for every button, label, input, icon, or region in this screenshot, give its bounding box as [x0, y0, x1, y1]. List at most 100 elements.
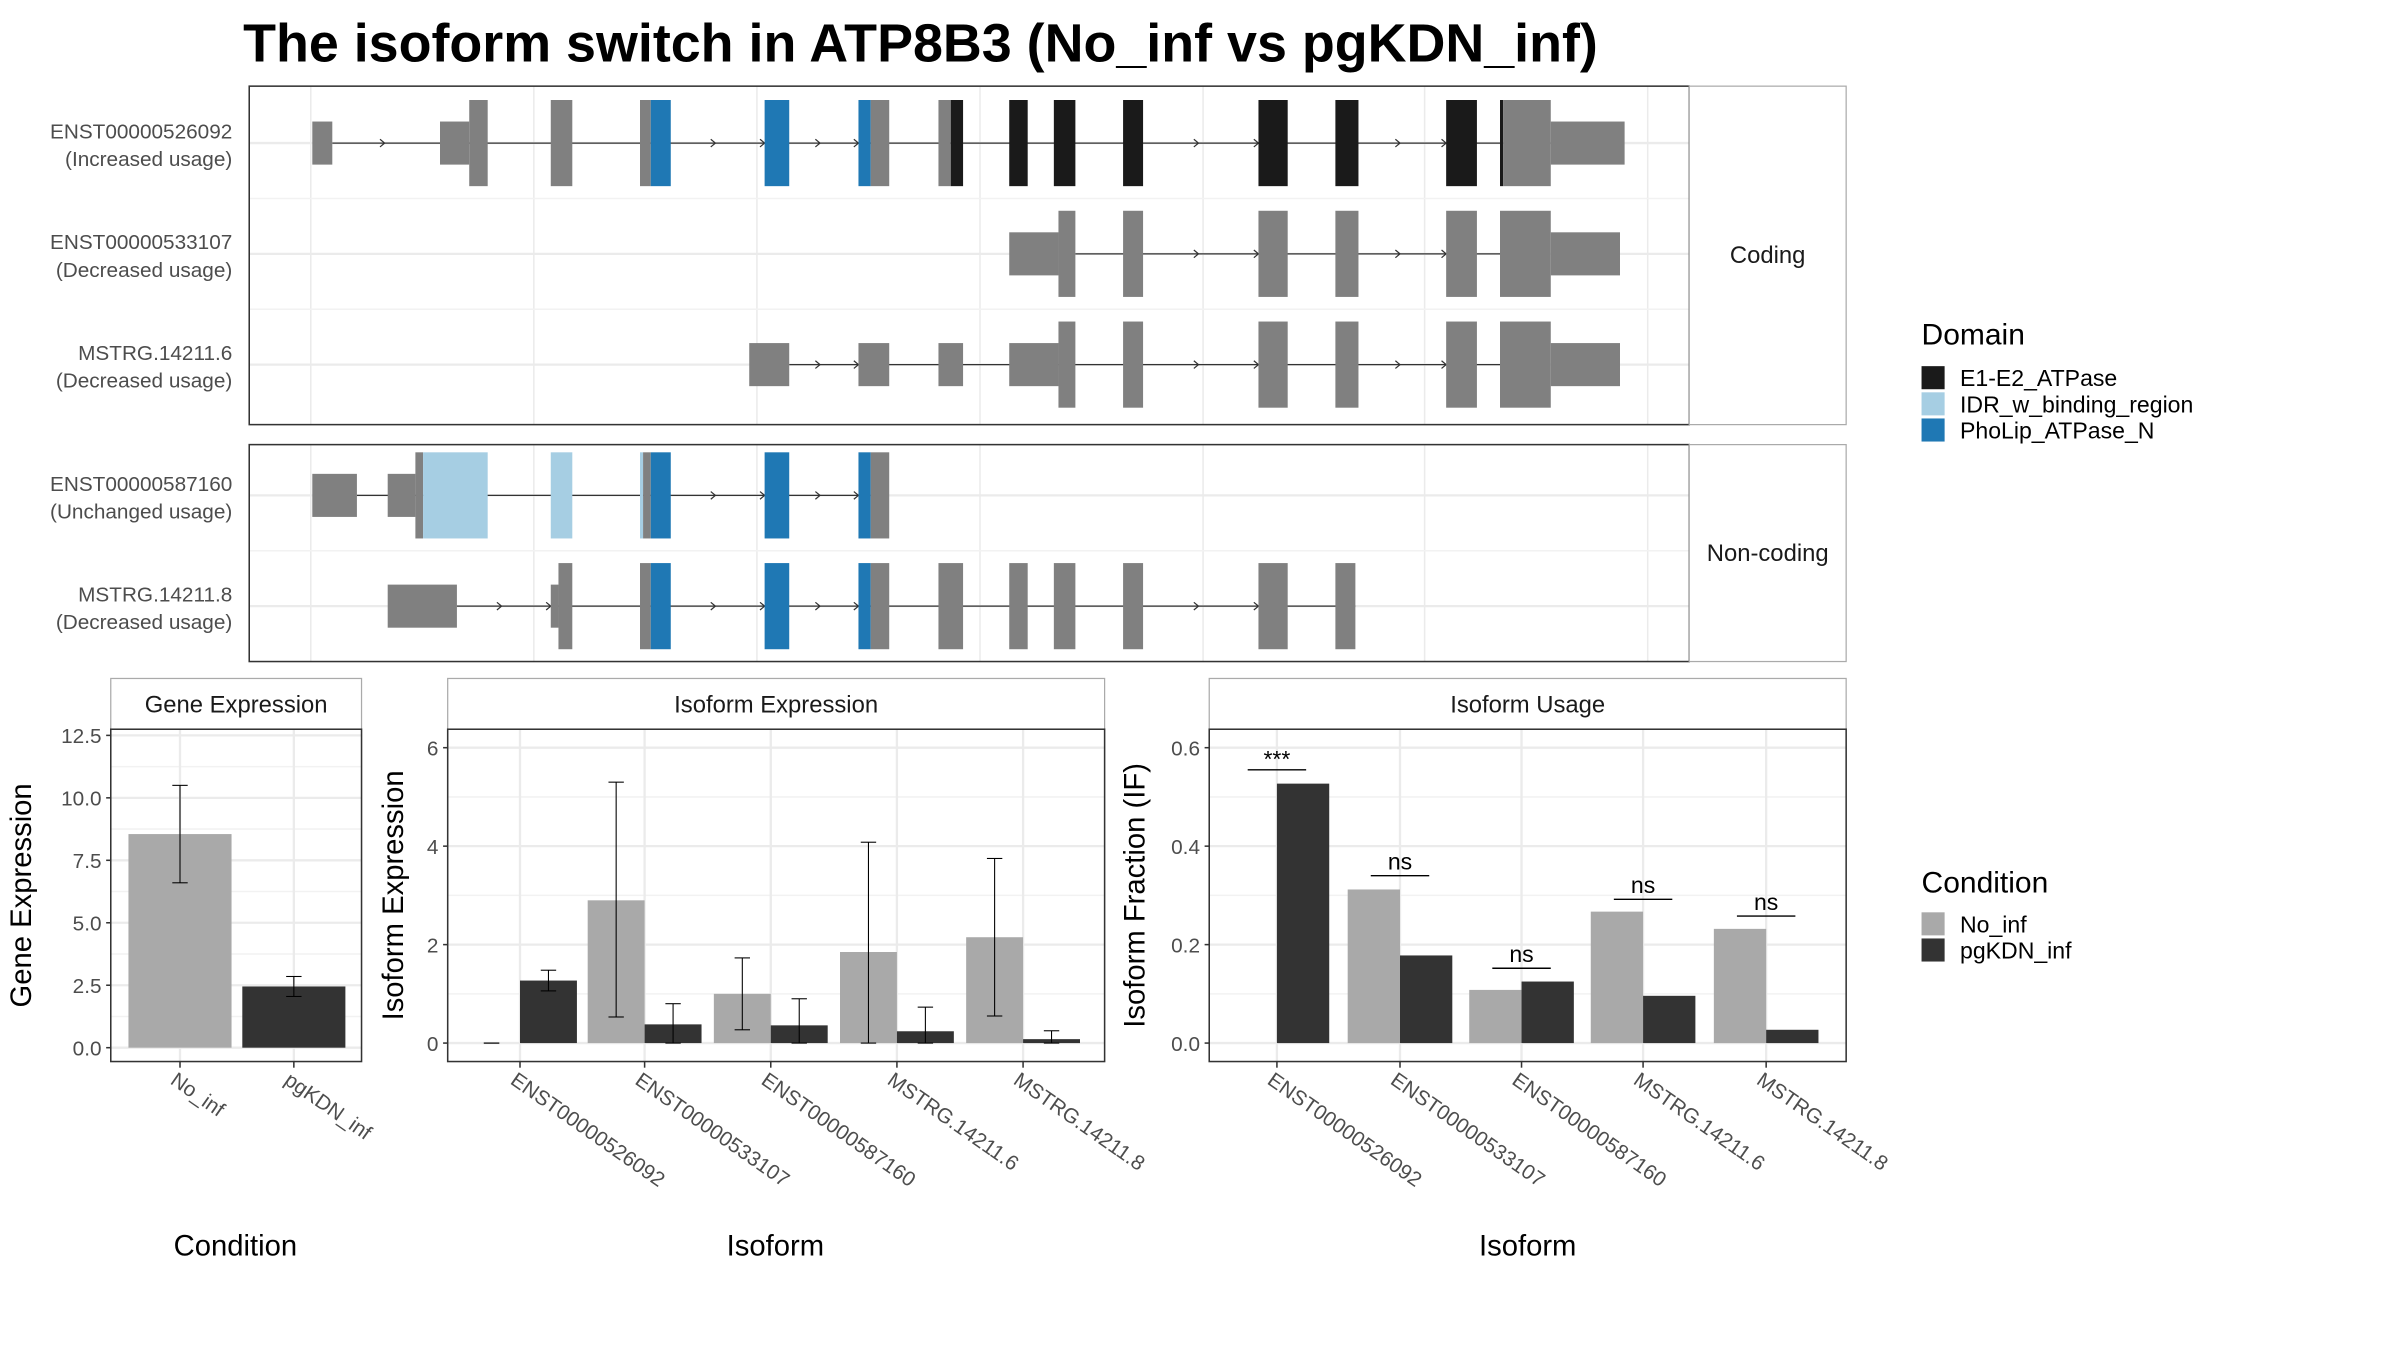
strand-arrow-icon [814, 601, 821, 611]
transcript-panel-coding: ENST00000526092(Increased usage)ENST0000… [50, 85, 1847, 426]
legend-swatch [1921, 366, 1945, 390]
strand-arrow-icon [1193, 360, 1200, 369]
error-bar [1043, 1030, 1060, 1044]
exon [749, 343, 790, 387]
exon [550, 452, 573, 539]
isoform-expression-chart: Isoform Expression0246ENST00000526092ENS… [378, 677, 1149, 1262]
strand-arrow-icon [1394, 249, 1401, 259]
y-tick-label: 2 [427, 934, 439, 957]
exon [1503, 100, 1551, 187]
figure-title: The isoform switch in ATP8B3 (No_inf vs … [243, 14, 1598, 74]
y-tick-label: 0.4 [1171, 836, 1200, 859]
exon [1058, 210, 1076, 297]
transcript-structure-plot: ENST00000526092(Increased usage)ENST0000… [50, 85, 1847, 663]
strand-arrow-icon [814, 491, 821, 500]
condition-legend-item: No_inf [1921, 911, 2027, 937]
exon [1550, 343, 1620, 387]
strand-arrow-icon [1193, 138, 1200, 148]
exon [550, 584, 559, 628]
legend-swatch [1921, 392, 1945, 416]
panel-background [249, 444, 1690, 662]
exon [858, 343, 890, 387]
transcript-MSTRG.14211.8: MSTRG.14211.8 (Decreased usage) [56, 563, 1356, 650]
exon [858, 563, 871, 650]
transcript-usage-label: (Increased usage) [65, 148, 232, 171]
y-axis-title: Gene Expression [6, 783, 38, 1007]
transcript-id-label: MSTRG.14211.8 [78, 584, 232, 607]
exon [640, 452, 644, 539]
bar-pgKDN_inf-ENST00000526092 [1276, 783, 1330, 1044]
exon [440, 121, 470, 165]
significance-annotation: ns [1492, 941, 1551, 969]
error-bar [734, 957, 750, 1031]
exon [1335, 100, 1359, 187]
legend-label: IDR_w_binding_region [1960, 391, 2193, 417]
strand-arrow-icon [759, 138, 766, 148]
exon [1335, 210, 1359, 297]
exon [764, 100, 790, 187]
y-tick-label: 5.0 [73, 912, 102, 935]
exon [1500, 100, 1504, 187]
plot-border [446, 728, 1106, 1063]
chart-title: Isoform Expression [674, 691, 878, 718]
exon [1550, 121, 1625, 165]
domain-legend-item: PhoLip_ATPase_N [1921, 417, 2154, 443]
transcript-usage-label: (Unchanged usage) [50, 500, 232, 523]
condition-legend-item: pgKDN_inf [1921, 937, 2072, 963]
significance-label: ns [1754, 889, 1778, 915]
y-tick-label: 0.2 [1171, 934, 1200, 957]
exon [938, 343, 964, 387]
strand-arrow-icon [1193, 601, 1200, 611]
exon [650, 452, 671, 539]
exon [423, 452, 488, 539]
exon [650, 563, 671, 650]
exon [764, 452, 790, 539]
y-tick-label: 10.0 [61, 788, 101, 811]
exon [1258, 321, 1288, 408]
y-tick-label: 4 [427, 836, 439, 859]
transcript-ENST00000526092: ENST00000526092 (Increased usage) [50, 100, 1625, 187]
bar-pgKDN_inf-MSTRG.14211.8 [1766, 1029, 1819, 1044]
transcript-id-label: ENST00000526092 [50, 120, 232, 143]
legend-swatch [1921, 912, 1945, 936]
exon [1009, 100, 1028, 187]
bar-No_inf-MSTRG.14211.6 [1590, 911, 1644, 1044]
exon [643, 452, 651, 539]
y-tick-label: 12.5 [61, 725, 101, 748]
exon [1009, 563, 1028, 650]
exon [650, 100, 671, 187]
exon [1335, 321, 1359, 408]
strand-arrow-icon [379, 138, 386, 148]
exon [870, 452, 890, 539]
significance-annotation: ns [1613, 872, 1673, 901]
significance-label: *** [1263, 746, 1290, 772]
legend-label: E1-E2_ATPase [1960, 365, 2117, 391]
error-bar [986, 857, 1003, 1017]
bar-pgKDN_inf-ENST00000533107 [1400, 955, 1453, 1044]
exon [858, 452, 871, 539]
significance-label: ns [1509, 941, 1533, 967]
exon [1258, 210, 1288, 297]
x-tick-label: No_inf [166, 1068, 229, 1121]
exon [764, 563, 790, 650]
exon [640, 100, 651, 187]
significance-label: ns [1631, 872, 1655, 898]
error-bar [540, 969, 557, 992]
y-tick-label: 0.0 [1171, 1033, 1200, 1056]
strand-arrow-icon [710, 138, 717, 148]
legend-label: No_inf [1960, 911, 2027, 937]
exon [1123, 321, 1144, 408]
significance-label: ns [1388, 849, 1412, 875]
exon [1009, 343, 1059, 387]
transcript-ENST00000533107: ENST00000533107 (Decreased usage) [50, 210, 1620, 297]
x-tick-label: pgKDN_inf [280, 1068, 376, 1145]
exon [870, 100, 890, 187]
chart-title: Gene Expression [145, 691, 328, 718]
bar-No_inf-ENST00000533107 [1347, 889, 1400, 1044]
transcript-id-label: ENST00000587160 [50, 473, 232, 496]
exon [550, 100, 573, 187]
legend-label: pgKDN_inf [1960, 937, 2072, 963]
error-bar [917, 1006, 934, 1044]
transcript-usage-label: (Decreased usage) [56, 611, 232, 634]
